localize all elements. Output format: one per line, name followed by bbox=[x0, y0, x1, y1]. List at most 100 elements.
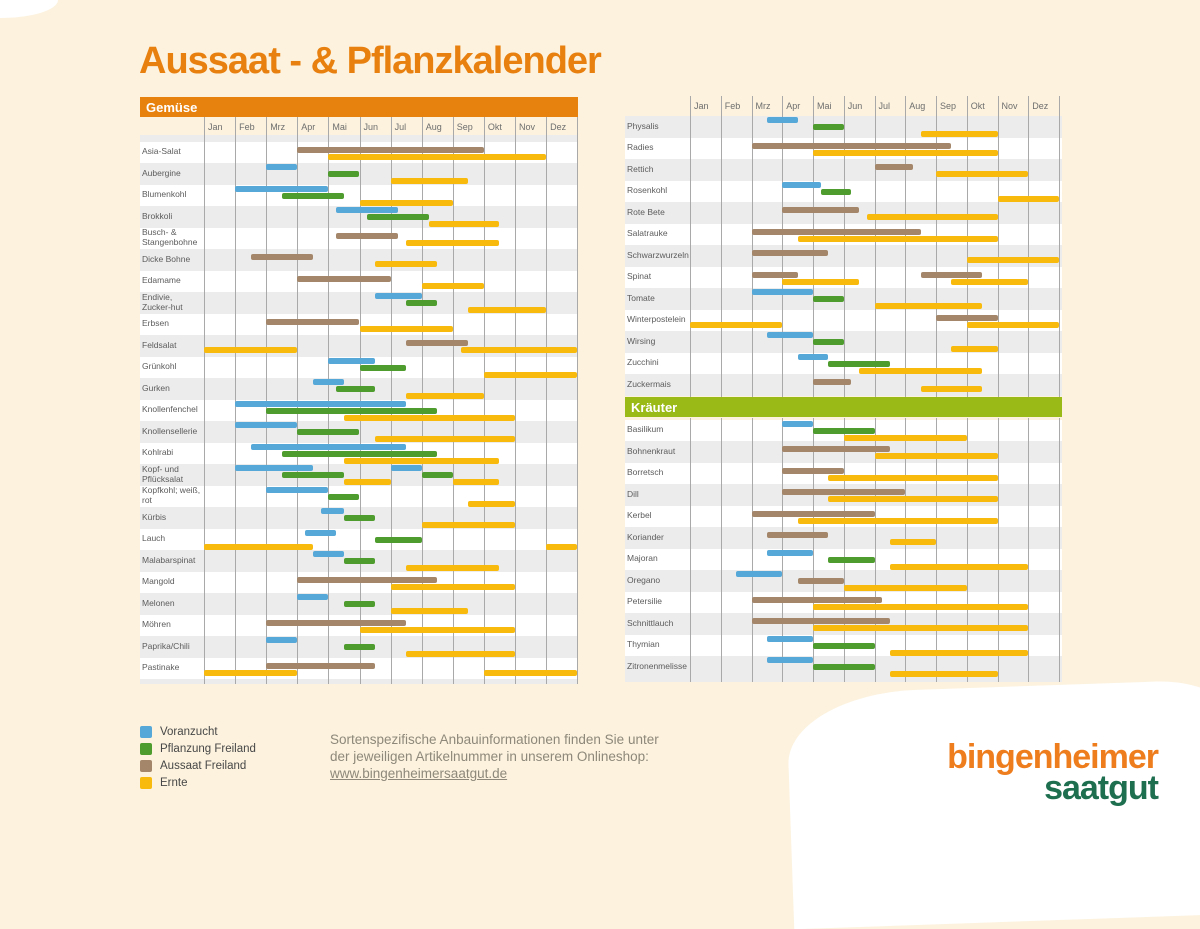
table-row bbox=[140, 249, 578, 271]
gridline bbox=[577, 117, 579, 684]
row-label: Lauch bbox=[142, 533, 166, 544]
bar-ernte bbox=[359, 626, 515, 633]
bar-ernte bbox=[782, 278, 860, 285]
bar-aussaat bbox=[751, 142, 952, 149]
bar-voranzucht bbox=[328, 357, 376, 364]
gridline bbox=[874, 418, 876, 682]
bar-voranzucht bbox=[766, 549, 813, 556]
bar-pflanzung bbox=[266, 407, 438, 414]
row-label: Edamame bbox=[142, 275, 181, 286]
bar-aussaat bbox=[297, 275, 391, 282]
month-header-mai: Mai bbox=[817, 101, 832, 111]
bar-ernte bbox=[813, 149, 998, 156]
gridline bbox=[1028, 96, 1030, 397]
bar-ernte bbox=[375, 436, 515, 442]
row-label: Mangold bbox=[142, 576, 175, 587]
legend-item-voranzucht: Voranzucht bbox=[140, 726, 340, 738]
bar-pflanzung bbox=[343, 644, 376, 650]
row-label: Gurken bbox=[142, 382, 170, 393]
bar-aussaat bbox=[266, 318, 360, 325]
row-label: Majoran bbox=[627, 553, 658, 564]
bar-voranzucht bbox=[766, 117, 798, 123]
info-line-2: der jeweiligen Artikelnummer in unserem … bbox=[330, 749, 649, 764]
bar-ernte bbox=[889, 671, 998, 677]
row-label: Physalis bbox=[627, 120, 659, 131]
gridline bbox=[720, 418, 722, 682]
bar-voranzucht bbox=[375, 293, 422, 299]
legend-label: Aussaat Freiland bbox=[160, 760, 247, 772]
month-header-jul: Jul bbox=[394, 122, 407, 132]
gridline bbox=[690, 418, 691, 682]
gridline bbox=[813, 418, 814, 682]
brand-logo: bingenheimer saatgut bbox=[947, 740, 1159, 805]
bar-ernte bbox=[866, 214, 998, 220]
row-label: Oregano bbox=[627, 574, 661, 585]
bar-ernte bbox=[546, 543, 578, 550]
bar-ernte bbox=[690, 321, 783, 328]
bar-voranzucht bbox=[766, 332, 813, 338]
bar-pflanzung bbox=[297, 429, 360, 435]
row-label: Paprika/Chili bbox=[142, 640, 190, 651]
bar-pflanzung bbox=[367, 214, 430, 220]
row-label: Tomate bbox=[627, 292, 655, 303]
row-label: Rettich bbox=[627, 163, 654, 174]
bar-ernte bbox=[889, 649, 1029, 656]
gridline bbox=[204, 117, 205, 684]
row-label: Petersilie bbox=[627, 596, 662, 607]
aussaat-swatch-icon bbox=[140, 760, 152, 772]
row-label: Rote Bete bbox=[627, 206, 665, 217]
bar-voranzucht bbox=[766, 635, 813, 642]
bar-aussaat bbox=[297, 576, 438, 583]
bar-ernte bbox=[813, 603, 1029, 610]
bar-ernte bbox=[859, 367, 983, 374]
table-edge-strip bbox=[140, 679, 578, 684]
bar-voranzucht bbox=[297, 594, 329, 600]
row-label: Radies bbox=[627, 142, 654, 153]
gridline bbox=[905, 418, 907, 682]
bar-aussaat bbox=[297, 146, 484, 153]
bar-voranzucht bbox=[736, 571, 783, 577]
bar-pflanzung bbox=[813, 296, 844, 302]
legend-item-pflanzung: Pflanzung Freiland bbox=[140, 743, 340, 755]
bar-voranzucht bbox=[751, 289, 813, 295]
row-label: Dicke Bohne bbox=[142, 253, 191, 264]
row-label: Schnittlauch bbox=[627, 617, 674, 628]
month-header-okt: Okt bbox=[487, 122, 502, 132]
gridline bbox=[1028, 418, 1030, 682]
month-header-apr: Apr bbox=[301, 122, 316, 132]
bar-ernte bbox=[343, 414, 515, 421]
row-label: Endivie, Zucker-hut bbox=[142, 291, 183, 312]
bar-voranzucht bbox=[235, 422, 298, 428]
bar-ernte bbox=[874, 453, 998, 459]
row-label: Knollenfenchel bbox=[142, 404, 198, 415]
bar-pflanzung bbox=[281, 450, 438, 457]
month-header-mrz: Mrz bbox=[270, 122, 286, 132]
row-label: Bohnenkraut bbox=[627, 445, 676, 456]
bar-ernte bbox=[966, 257, 1059, 263]
bar-ernte bbox=[375, 261, 438, 267]
bar-ernte bbox=[997, 195, 1059, 202]
gridline bbox=[751, 96, 753, 397]
row-label: Möhren bbox=[142, 619, 171, 630]
month-header-jun: Jun bbox=[847, 101, 863, 111]
bar-ernte bbox=[390, 583, 515, 590]
bar-ernte bbox=[483, 371, 578, 378]
bar-pflanzung bbox=[813, 427, 875, 434]
bar-voranzucht bbox=[766, 657, 813, 663]
bar-aussaat bbox=[250, 254, 313, 260]
bar-pflanzung bbox=[813, 642, 875, 649]
legend-label: Voranzucht bbox=[160, 726, 218, 738]
bar-ernte bbox=[874, 303, 983, 309]
table-row bbox=[140, 356, 578, 378]
bar-ernte bbox=[797, 517, 998, 524]
row-label: Spinat bbox=[627, 271, 652, 282]
bar-voranzucht bbox=[782, 420, 813, 427]
shop-link[interactable]: www.bingenheimersaatgut.de bbox=[330, 766, 508, 781]
gridline bbox=[515, 117, 516, 684]
row-label: Winterpostelein bbox=[627, 314, 686, 325]
row-label: Thymian bbox=[627, 639, 660, 650]
bar-voranzucht bbox=[312, 379, 344, 385]
bar-pflanzung bbox=[813, 124, 844, 130]
bar-ernte bbox=[406, 565, 500, 571]
bar-aussaat bbox=[336, 232, 399, 239]
